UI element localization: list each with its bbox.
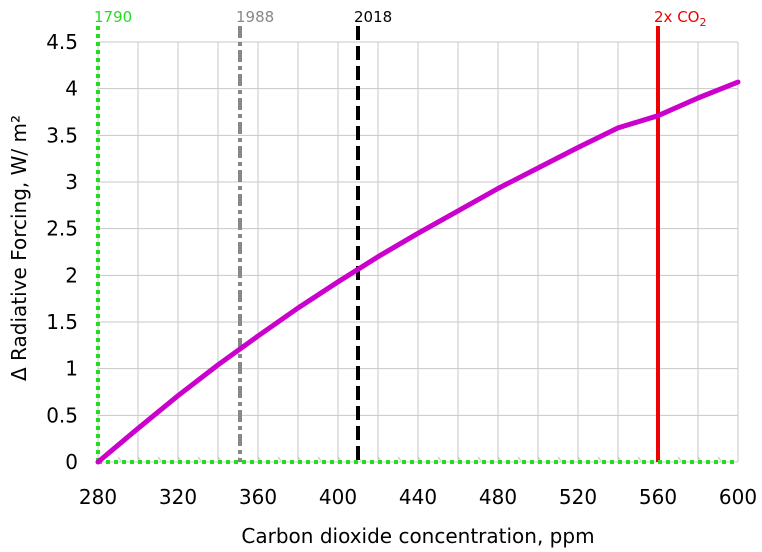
minor-tick [597,456,602,462]
marker-label-text: 1790 [94,8,132,26]
y-tick-label: 3.5 [46,123,78,147]
minor-tick [157,456,162,462]
x-axis-label: Carbon dioxide concentration, ppm [241,524,594,548]
year-markers: 1790 1988 2018 2x CO2 [94,8,738,464]
minor-tick [437,456,442,462]
minor-tick [717,456,722,462]
x-tick-label: 360 [239,485,277,509]
minor-tick [117,456,122,462]
data-point [497,188,499,190]
minor-tick [517,456,522,462]
x-tick-label: 320 [159,485,197,509]
x-tick-label: 440 [399,485,437,509]
tick-labels: 0 0.5 1 1.5 2 2.5 3 3.5 4 4.5 280 320 360 400 440 480 52… [46,30,757,509]
data-point [337,281,339,283]
data-point [257,335,259,337]
minor-tick [557,456,562,462]
y-axis-label: Δ Radiative Forcing, W/ m² [7,115,31,381]
y-tick-label: 1 [65,357,78,381]
data-point [297,307,299,309]
y-tick-label: 4 [65,77,78,101]
data-point [177,395,179,397]
data-point [417,232,419,234]
x-tick-label: 600 [719,485,757,509]
x-tick-label: 280 [79,485,117,509]
marker-label-1: 1988 [236,8,274,26]
marker-label-0: 1790 [94,8,132,26]
marker-label-3: 2x CO2 [654,8,706,29]
x-tick-label: 480 [479,485,517,509]
y-tick-label: 4.5 [46,30,78,54]
marker-label-2: 2018 [354,8,392,26]
y-tick-label: 0.5 [46,403,78,427]
data-point [377,256,379,258]
marker-label-text: 1988 [236,8,274,26]
data-point [617,127,619,129]
minor-tick [677,456,682,462]
data-point [737,81,739,83]
minor-tick [277,456,282,462]
minor-tick [397,456,402,462]
minor-tick [477,456,482,462]
data-point [137,427,139,429]
data-point [537,167,539,169]
minor-tick [637,456,642,462]
y-tick-label: 3 [65,170,78,194]
series-layer [95,79,741,465]
data-point [657,115,659,117]
marker-label-subscript: 2 [699,16,706,29]
y-tick-label: 2 [65,263,78,287]
minor-tick [197,456,202,462]
data-point [577,146,579,148]
x-tick-label: 560 [639,485,677,509]
marker-label-text: 2x CO [654,8,699,26]
minor-tick [317,456,322,462]
marker-label-text: 2018 [354,8,392,26]
data-point [97,461,99,463]
x-tick-label: 400 [319,485,357,509]
y-tick-label: 2.5 [46,217,78,241]
data-point [457,210,459,212]
x-tick-label: 520 [559,485,597,509]
y-tick-label: 1.5 [46,310,78,334]
data-point [697,97,699,99]
grid [97,41,739,463]
y-tick-label: 0 [65,450,78,474]
data-point [217,364,219,366]
